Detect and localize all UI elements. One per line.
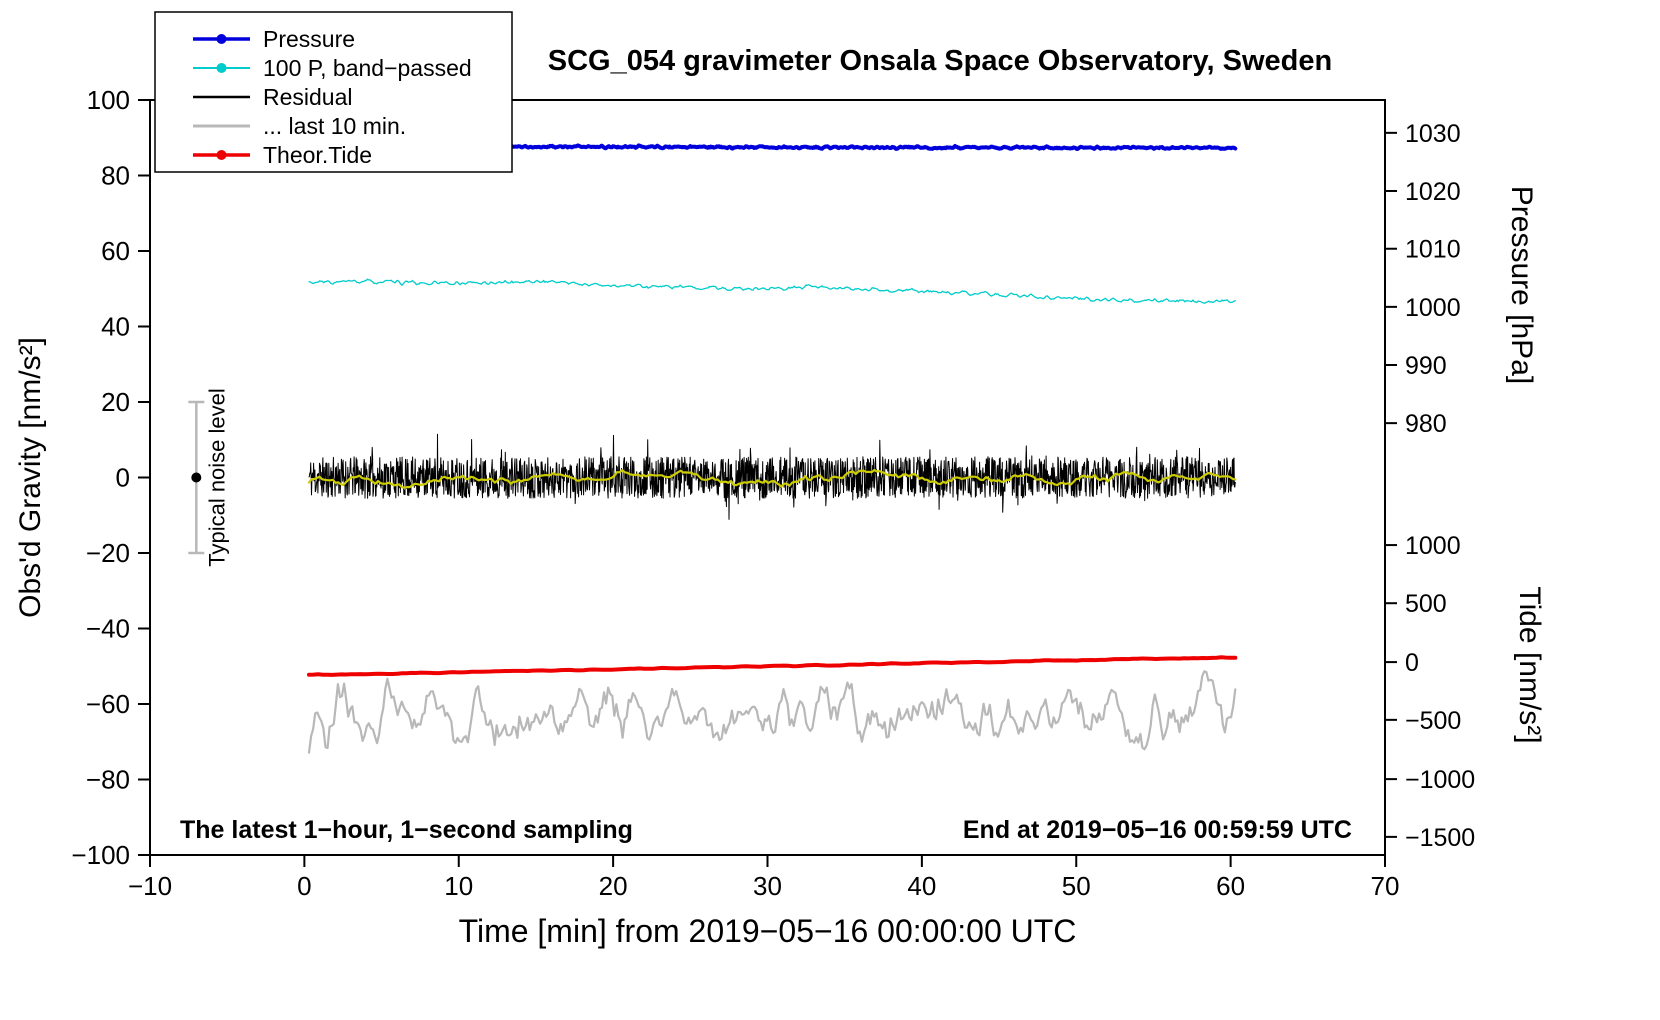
y-tick-label: 0 bbox=[116, 463, 130, 493]
x-axis-title: Time [min] from 2019−05−16 00:00:00 UTC bbox=[459, 913, 1077, 949]
tide-tick-label: −1500 bbox=[1405, 824, 1475, 852]
y-tick-label: −60 bbox=[86, 689, 130, 719]
y-tick-label: 80 bbox=[101, 161, 130, 191]
tide-tick-label: −500 bbox=[1405, 707, 1461, 735]
x-tick-label: 10 bbox=[444, 871, 473, 901]
annotation-end-time: End at 2019−05−16 00:59:59 UTC bbox=[963, 816, 1352, 844]
y-axis-title: Obs'd Gravity [nm/s²] bbox=[14, 337, 47, 618]
legend-dot-marker bbox=[216, 34, 227, 44]
series-theor-tide bbox=[307, 655, 1238, 677]
legend-item-label: ... last 10 min. bbox=[263, 113, 406, 139]
noise-bar-label: Typical noise level bbox=[204, 388, 229, 567]
x-tick-label: 0 bbox=[297, 871, 311, 901]
pressure-tick-label: 1030 bbox=[1405, 120, 1461, 148]
pressure-axis-title: Pressure [hPa] bbox=[1505, 186, 1538, 384]
chart-title: SCG_054 gravimeter Onsala Space Observat… bbox=[548, 45, 1332, 77]
annotation-sampling: The latest 1−hour, 1−second sampling bbox=[180, 816, 633, 844]
y-tick-label: −100 bbox=[71, 840, 130, 870]
x-tick-label: 60 bbox=[1216, 871, 1245, 901]
noise-bar-dot bbox=[191, 472, 202, 483]
y-tick-label: −40 bbox=[86, 614, 130, 644]
series-band-passed bbox=[308, 278, 1236, 304]
y-tick-label: −80 bbox=[86, 765, 130, 795]
legend-item-label: Residual bbox=[263, 84, 353, 110]
y-tick-label: −20 bbox=[86, 538, 130, 568]
series-last-10-min bbox=[307, 670, 1237, 754]
x-tick-label: −10 bbox=[128, 871, 172, 901]
legend-item-label: 100 P, band−passed bbox=[263, 55, 472, 81]
pressure-tick-label: 1010 bbox=[1405, 236, 1461, 264]
legend-item-label: Theor.Tide bbox=[263, 142, 372, 168]
tide-tick-label: 1000 bbox=[1405, 532, 1461, 560]
tide-tick-label: 500 bbox=[1405, 590, 1447, 618]
tide-axis-title: Tide [nm/s²] bbox=[1513, 586, 1546, 743]
x-tick-label: 20 bbox=[599, 871, 628, 901]
pressure-tick-label: 980 bbox=[1405, 410, 1447, 438]
y-tick-label: 40 bbox=[101, 312, 130, 342]
tide-tick-label: −1000 bbox=[1405, 766, 1475, 794]
pressure-tick-label: 990 bbox=[1405, 352, 1447, 380]
x-tick-label: 50 bbox=[1062, 871, 1091, 901]
x-tick-label: 40 bbox=[907, 871, 936, 901]
legend-dot-marker bbox=[216, 150, 227, 160]
y-tick-label: 20 bbox=[101, 387, 130, 417]
y-tick-label: 100 bbox=[87, 85, 130, 115]
legend-dot-marker bbox=[216, 63, 227, 73]
legend-item-label: Pressure bbox=[263, 26, 355, 52]
x-tick-label: 70 bbox=[1371, 871, 1400, 901]
series-residual-mean bbox=[307, 468, 1237, 489]
x-tick-label: 30 bbox=[753, 871, 782, 901]
pressure-tick-label: 1000 bbox=[1405, 294, 1461, 322]
pressure-tick-label: 1020 bbox=[1405, 178, 1461, 206]
tide-tick-label: 0 bbox=[1405, 649, 1419, 677]
y-tick-label: 60 bbox=[101, 236, 130, 266]
